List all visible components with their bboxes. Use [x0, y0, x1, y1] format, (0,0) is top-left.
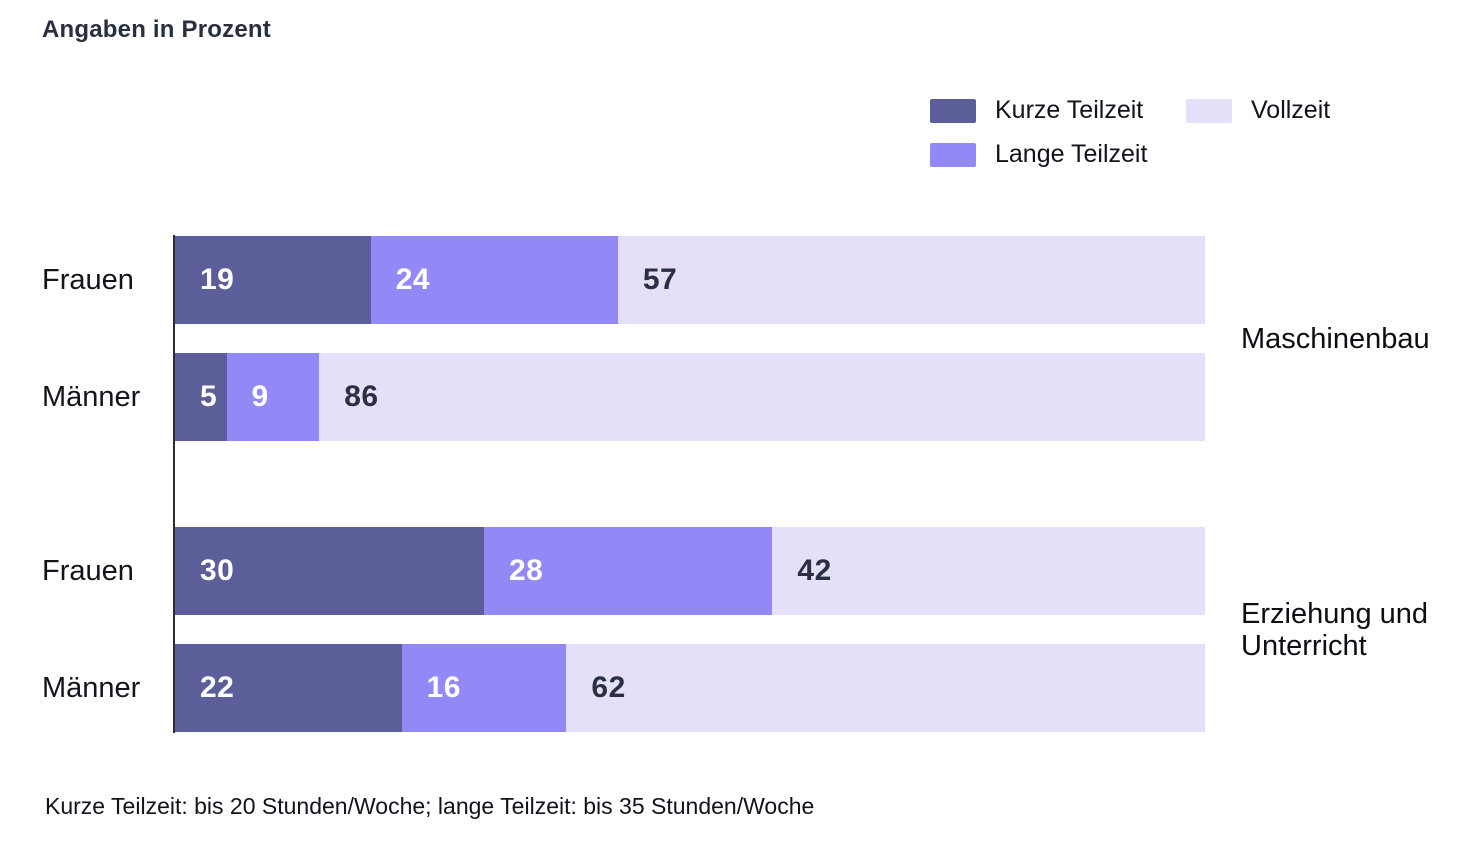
value-label: 22: [200, 671, 235, 704]
footnote: Kurze Teilzeit: bis 20 Stunden/Woche; la…: [45, 793, 815, 819]
bar-segment-vollzeit: 86: [319, 353, 1205, 441]
value-label: 9: [251, 380, 269, 413]
page-title: Angaben in Prozent: [42, 16, 271, 43]
bar-row: Männer 5 9 86: [42, 353, 1205, 441]
bar-segment-vollzeit: 42: [772, 527, 1205, 615]
bar-segment-lange-teilzeit: 16: [401, 644, 567, 732]
legend-item-kurze-teilzeit: Kurze Teilzeit: [930, 96, 1186, 124]
bar-segment-vollzeit: 62: [566, 644, 1205, 732]
group-label: Erziehung und Unterricht: [1241, 597, 1429, 662]
bar-row: Frauen 30 28 42: [42, 527, 1205, 615]
plot-area: Frauen 19 24 57 Männer 5 9 86 Maschinenbau Frauen…: [42, 235, 1430, 733]
legend-label-lange-teilzeit: Lange Teilzeit: [995, 140, 1148, 168]
legend-swatch-lange-teilzeit: [930, 142, 976, 167]
bar-segment-lange-teilzeit: 24: [370, 236, 618, 324]
value-label: 86: [344, 380, 379, 413]
legend-column-right: Vollzeit: [1186, 96, 1331, 168]
bar-segment-kurze-teilzeit: 22: [175, 644, 402, 732]
y-axis-line: [173, 235, 175, 733]
bar-segment-lange-teilzeit: 9: [226, 353, 320, 441]
legend-item-lange-teilzeit: Lange Teilzeit: [930, 140, 1186, 168]
legend-label-kurze-teilzeit: Kurze Teilzeit: [995, 96, 1144, 124]
bar-segment-kurze-teilzeit: 19: [175, 236, 371, 324]
legend-label-vollzeit: Vollzeit: [1251, 96, 1331, 124]
bar-segment-lange-teilzeit: 28: [484, 527, 773, 615]
category-label: Frauen: [42, 554, 134, 587]
legend-item-vollzeit: Vollzeit: [1186, 96, 1331, 124]
stacked-bar: 5 9 86: [175, 353, 1205, 441]
value-label: 16: [426, 671, 461, 704]
category-label: Männer: [42, 671, 141, 704]
legend: Kurze Teilzeit Lange Teilzeit Vollzeit: [930, 96, 1331, 168]
value-label: 28: [509, 554, 544, 587]
value-label: 62: [591, 671, 626, 704]
bar-row: Frauen 19 24 57: [42, 236, 1205, 324]
bar-segment-kurze-teilzeit: 5: [175, 353, 227, 441]
category-label: Frauen: [42, 263, 134, 296]
value-label: 57: [642, 263, 678, 296]
bar-row: Männer 22 16 62: [42, 644, 1205, 732]
group-label: Maschinenbau: [1241, 322, 1430, 355]
value-label: 5: [200, 380, 218, 413]
bar-segment-vollzeit: 57: [617, 236, 1205, 324]
stacked-bar: 30 28 42: [175, 527, 1205, 615]
value-label: 42: [797, 554, 832, 587]
category-label: Männer: [42, 380, 141, 413]
value-label: 30: [200, 554, 235, 587]
stacked-bar: 22 16 62: [175, 644, 1205, 732]
bar-segment-kurze-teilzeit: 30: [175, 527, 484, 615]
value-label: 24: [395, 263, 431, 296]
value-label: 19: [200, 263, 235, 296]
stacked-bar: 19 24 57: [175, 236, 1205, 324]
legend-swatch-kurze-teilzeit: [930, 98, 976, 123]
legend-swatch-vollzeit: [1186, 98, 1232, 123]
legend-column-left: Kurze Teilzeit Lange Teilzeit: [930, 96, 1186, 168]
